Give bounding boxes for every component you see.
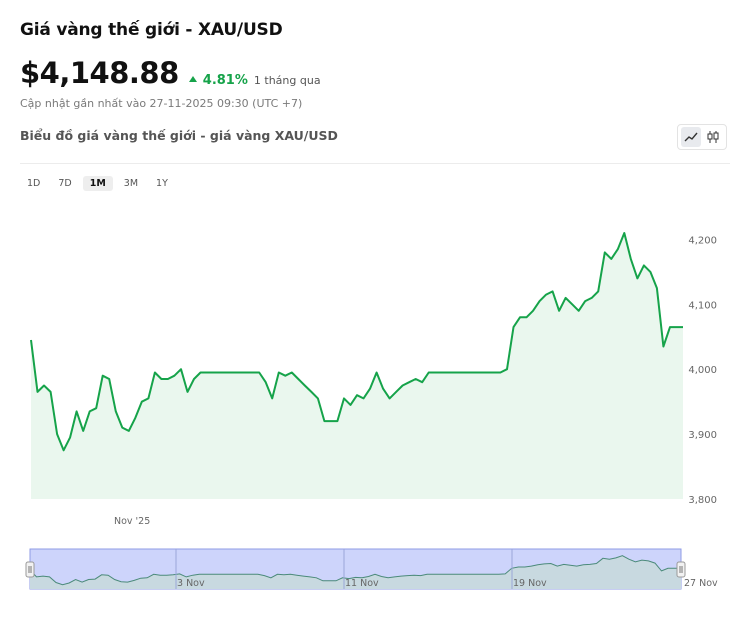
navigator-date-label: 27 Nov [684, 578, 718, 589]
navigator-line [29, 555, 681, 586]
up-arrow-icon [188, 76, 197, 82]
y-tick-label: 4,000 [688, 365, 717, 376]
current-price: $4,148.88 [20, 56, 179, 90]
x-axis-label: Nov '25 [114, 516, 150, 527]
header-divider [20, 163, 730, 164]
chart-type-toggle [677, 124, 727, 150]
y-tick-label: 3,900 [688, 430, 717, 441]
range-3m[interactable]: 3M [123, 178, 139, 189]
last-updated: Cập nhật gần nhất vào 27-11-2025 09:30 (… [20, 97, 303, 110]
navigator-left-handle[interactable] [25, 561, 35, 578]
range-1y[interactable]: 1Y [156, 178, 168, 189]
navigator-right-handle[interactable] [676, 561, 686, 578]
line-chart-icon [684, 132, 698, 142]
page-title: Giá vàng thế giới - XAU/USD [20, 20, 283, 40]
candlestick-chart-button[interactable] [703, 127, 723, 147]
change-period: 1 tháng qua [253, 73, 321, 87]
navigator-date-label: 11 Nov [345, 578, 379, 589]
price-change: 4.81% 1 tháng qua [188, 72, 321, 88]
line-chart-button[interactable] [681, 127, 701, 147]
range-navigator: 3 Nov 11 Nov 19 Nov 27 Nov [25, 548, 718, 590]
y-tick-label: 4,100 [688, 300, 717, 311]
y-tick-label: 3,800 [688, 495, 717, 506]
navigator-date-label: 19 Nov [513, 578, 547, 589]
range-1m[interactable]: 1M [82, 176, 113, 191]
navigator-date-label: 3 Nov [177, 578, 205, 589]
range-7d[interactable]: 7D [58, 178, 72, 189]
candlestick-icon [707, 131, 719, 143]
price-line [30, 232, 683, 452]
change-percent: 4.81% [202, 72, 248, 88]
chart-subtitle: Biểu đồ giá vàng thế giới - giá vàng XAU… [20, 128, 338, 143]
navigator-area [30, 555, 681, 589]
range-selector: 1D 7D 1M 3M 1Y [20, 176, 175, 191]
y-tick-label: 4,200 [688, 235, 717, 246]
price-row: $4,148.88 4.81% 1 tháng qua [20, 56, 321, 90]
price-area [31, 233, 683, 499]
range-1d[interactable]: 1D [27, 178, 41, 189]
